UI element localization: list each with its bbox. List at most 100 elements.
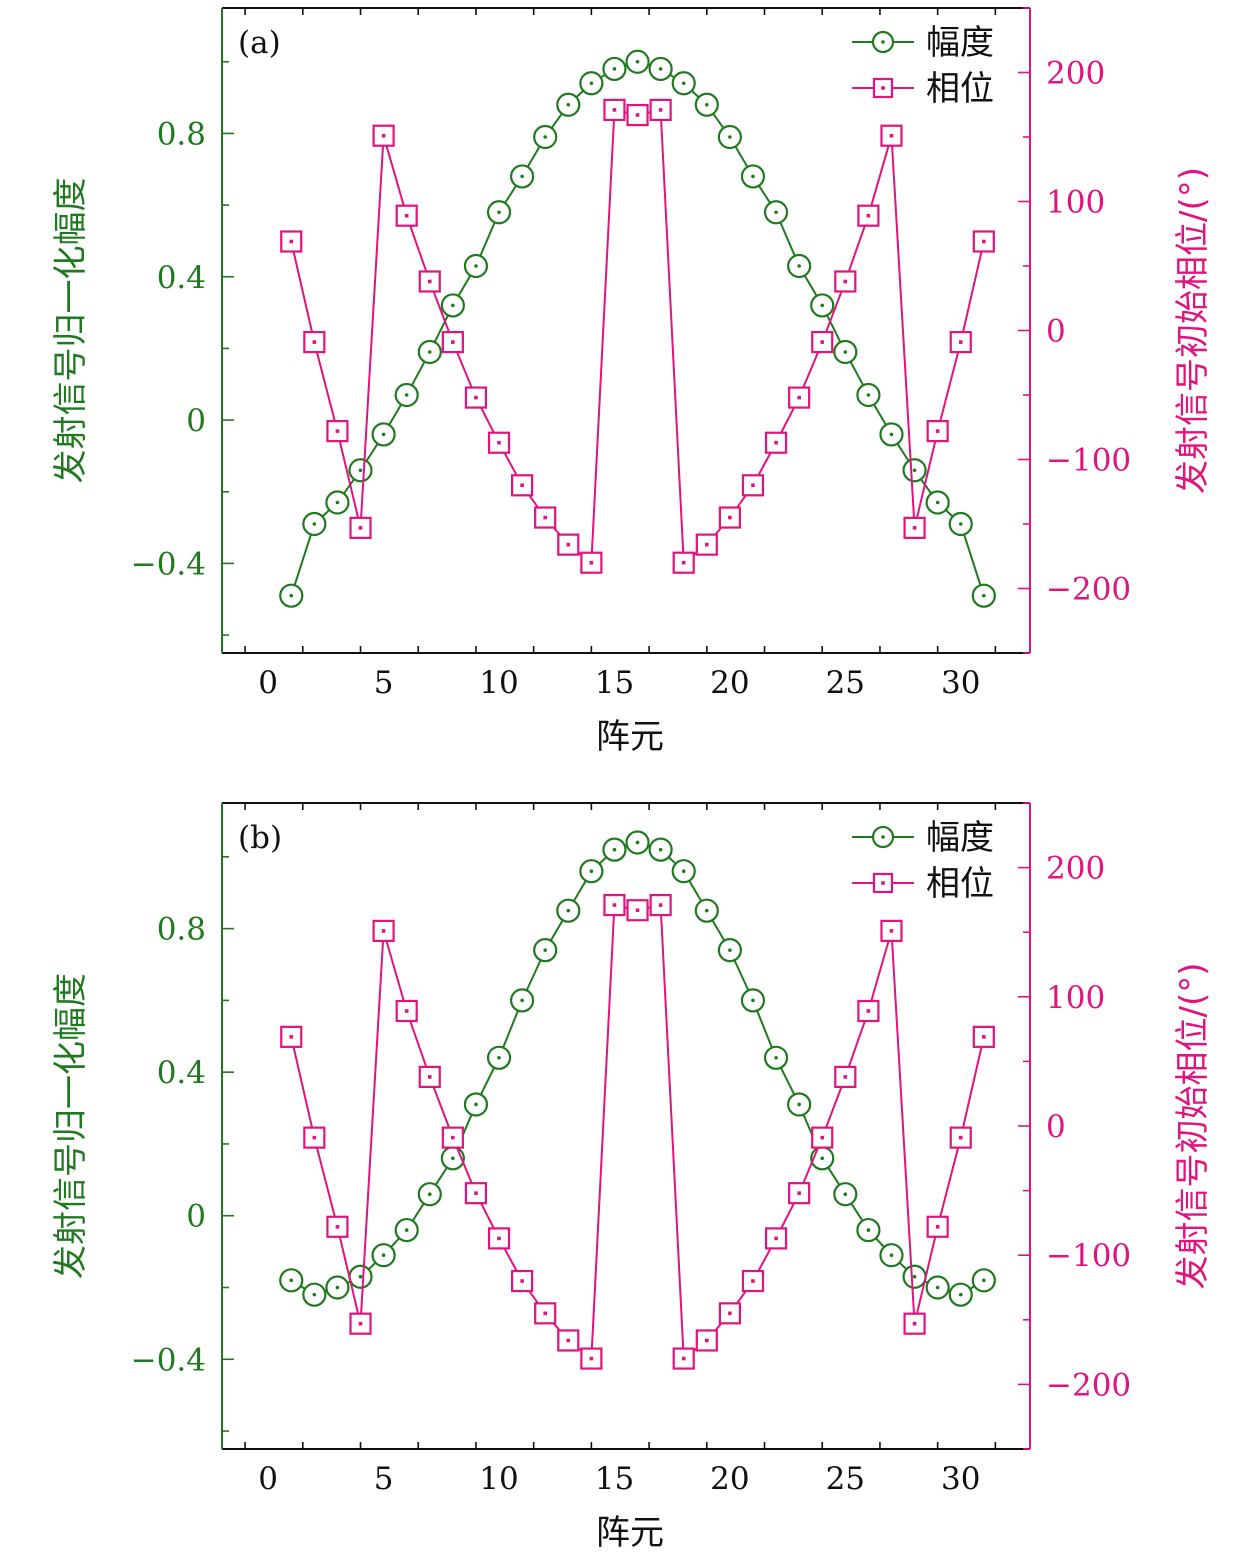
amplitude-point-dot: [589, 81, 594, 86]
amplitude-line-segment: [365, 443, 379, 462]
phase-line-segment: [660, 915, 685, 1349]
amplitude-point-dot: [427, 1192, 432, 1196]
phase-point-dot: [681, 560, 686, 565]
amplitude-line-segment: [479, 1067, 496, 1096]
phase-point-dot: [912, 1321, 917, 1326]
amplitude-line-segment: [433, 314, 449, 343]
phase-point-dot: [935, 429, 940, 433]
amplitude-line-segment: [343, 478, 355, 495]
phase-line-segment: [891, 145, 915, 518]
phase-point-dot: [705, 1338, 709, 1343]
phase-point-dot: [843, 1075, 848, 1079]
amplitude-point-dot: [820, 303, 825, 308]
right-tick-label: −100: [1046, 1238, 1131, 1274]
left-tick-label: −0.4: [131, 1342, 206, 1378]
amplitude-point-dot: [843, 350, 848, 354]
phase-line-segment: [915, 1236, 937, 1315]
phase-line-segment: [939, 1147, 960, 1218]
phase-point-dot: [774, 1236, 778, 1241]
phase-point-dot: [589, 560, 594, 565]
amplitude-point-dot: [728, 135, 732, 139]
x-tick-label: 30: [941, 665, 980, 701]
amplitude-point-dot: [612, 67, 617, 71]
amplitude-point-dot: [520, 998, 524, 1003]
chart-panel-b: 0 5 10 15 20 25 30 −0.4 0 0.4 0.8 −200 −100 0 100 200 阵元…: [51, 802, 1213, 1553]
legend-phase-marker-dot: [881, 881, 885, 885]
amplitude-point-dot: [958, 522, 963, 526]
phase-point-dot: [497, 1236, 501, 1241]
x-tick-label: 10: [479, 1461, 518, 1497]
amplitude-point-dot: [912, 1274, 917, 1279]
phase-line-segment: [455, 350, 474, 389]
phase-line-segment: [802, 1146, 820, 1185]
amplitude-point-dot: [751, 174, 755, 179]
phase-line-segment: [756, 1246, 773, 1273]
right-tick-label: 100: [1046, 980, 1105, 1016]
phase-point-dot: [751, 483, 755, 488]
amplitude-point-dot: [797, 1102, 801, 1107]
phase-line-segment: [502, 451, 519, 477]
amplitude-line-segment: [525, 959, 542, 991]
phase-line-segment: [315, 1147, 336, 1218]
panel-label: (a): [238, 25, 281, 61]
amplitude-line-segment: [920, 478, 933, 495]
phase-line-segment: [962, 251, 983, 333]
phase-point-dot: [866, 213, 871, 218]
amplitude-line-segment: [849, 361, 865, 386]
amplitude-point-dot: [982, 1278, 986, 1283]
phase-point-dot: [935, 1224, 940, 1229]
phase-point-dot: [427, 1075, 432, 1079]
amplitude-point-dot: [381, 432, 386, 437]
amplitude-point-dot: [451, 303, 455, 308]
x-tick-label: 0: [258, 1461, 278, 1497]
phase-point-dot: [612, 903, 617, 907]
phase-point-dot: [289, 239, 294, 244]
right-tick-label: −200: [1046, 1367, 1131, 1403]
amplitude-point-dot: [681, 869, 686, 873]
x-tick-label: 5: [374, 1461, 394, 1497]
phase-point-dot: [566, 1338, 571, 1343]
phase-line-segment: [824, 1085, 843, 1129]
phase-line-segment: [824, 290, 843, 334]
amplitude-point-dot: [843, 1192, 848, 1196]
phase-point-dot: [312, 340, 317, 344]
phase-point-dot: [774, 440, 778, 445]
amplitude-point-dot: [312, 1292, 317, 1297]
x-tick-label: 25: [826, 1461, 865, 1497]
phase-point-dot: [312, 1135, 317, 1140]
phase-line-segment: [385, 940, 405, 1002]
phase-point-dot: [751, 1279, 755, 1283]
amplitude-point-dot: [474, 1102, 478, 1107]
amplitude-line-segment: [321, 509, 331, 518]
phase-point-dot: [289, 1035, 294, 1039]
amplitude-point-dot: [404, 1228, 409, 1232]
phase-point-dot: [335, 1224, 340, 1229]
amplitude-line-segment: [390, 1237, 400, 1248]
amplitude-point-dot: [358, 1274, 363, 1279]
legend-phase-marker-dot: [881, 86, 885, 90]
amplitude-point-dot: [335, 1285, 340, 1290]
chart-panel-a: 0 5 10 15 20 25 30 −0.4 0 0.4 0.8 −200 −100 0 100 200 阵元…: [51, 7, 1213, 757]
amplitude-point-dot: [774, 1056, 778, 1060]
right-tick-label: 0: [1046, 1109, 1066, 1145]
amplitude-line-segment: [667, 856, 677, 865]
amplitude-point-dot: [635, 59, 640, 64]
phase-line-segment: [502, 1246, 519, 1273]
amplitude-line-segment: [688, 880, 703, 902]
phase-line-segment: [590, 915, 615, 1349]
left-tick-label: 0: [186, 1199, 206, 1235]
amplitude-line-segment: [691, 90, 700, 98]
left-tick-label: 0.8: [157, 912, 206, 948]
amplitude-point-dot: [889, 432, 894, 437]
phase-point-dot: [797, 1191, 801, 1195]
amplitude-point-dot: [751, 998, 755, 1003]
phase-point-dot: [866, 1009, 871, 1013]
right-tick-label: 100: [1046, 185, 1105, 221]
amplitude-line-segment: [734, 145, 749, 168]
phase-point-dot: [358, 526, 363, 530]
amplitude-line-segment: [873, 403, 887, 426]
phase-point-dot: [381, 133, 386, 138]
phase-line-segment: [779, 406, 796, 435]
amplitude-point-dot: [612, 847, 617, 852]
phase-point-dot: [427, 279, 432, 284]
